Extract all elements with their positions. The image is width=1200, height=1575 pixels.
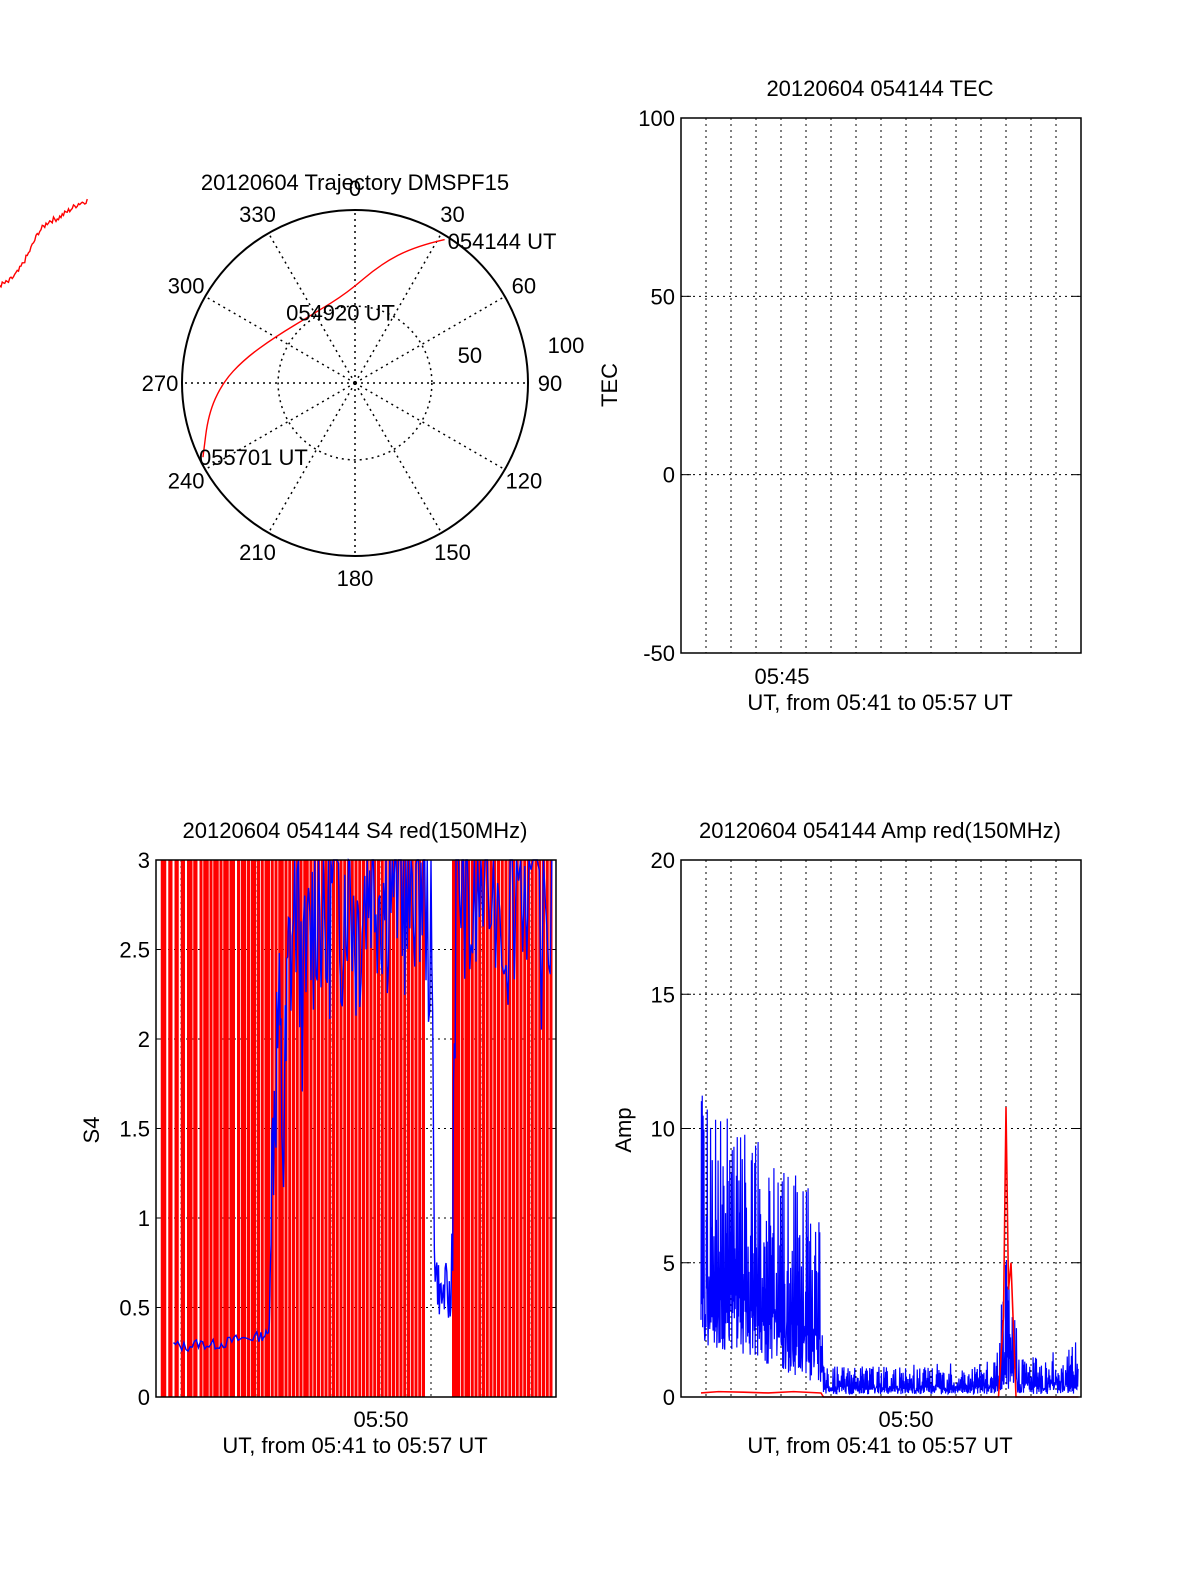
s4-plot-area: 3 2.5 2 1.5 1 0.5 0 [119, 848, 557, 1410]
y-tick-label: 15 [651, 982, 675, 1007]
trajectory-line [202, 238, 445, 458]
polar-spoke [354, 232, 443, 384]
amp-ylabel: Amp [611, 1107, 636, 1152]
amp-plot-area: 20 15 10 5 0 [651, 848, 1082, 1410]
polar-labels: 054144 UT 054920 UT 055701 UT [199, 229, 557, 470]
azimuth-tick-label: 60 [512, 274, 536, 299]
polar-spoke [267, 232, 356, 384]
polar-spoke [267, 382, 356, 534]
amp-xlabel: UT, from 05:41 to 05:57 UT [747, 1433, 1012, 1458]
azimuth-tick-label: 120 [506, 469, 543, 494]
tec-xlabel: UT, from 05:41 to 05:57 UT [747, 690, 1012, 715]
y-tick-label: 2.5 [119, 938, 150, 963]
polar-grid: 0 30 60 90 120 150 180 210 240 270 300 330 50 100 [142, 176, 585, 591]
trajectory-title: 20120604 Trajectory DMSPF15 [201, 170, 509, 195]
y-tick-label: 50 [651, 284, 675, 309]
azimuth-tick-label: 270 [142, 371, 179, 396]
trajectory-time-label: 054144 UT [448, 229, 557, 254]
azimuth-tick-label: 150 [434, 540, 471, 565]
azimuth-tick-label: 300 [168, 274, 205, 299]
tec-plot: 20120604 054144 TEC TEC 05:45 UT, from 0… [0, 76, 1082, 715]
azimuth-tick-label: 180 [337, 566, 374, 591]
y-tick-label: -50 [643, 641, 675, 666]
amp-blue-series [700, 1095, 1079, 1396]
trajectory-polar-plot: 20120604 Trajectory DMSPF15 0 30 60 90 120 15… [142, 170, 585, 591]
y-tick-label: 100 [638, 106, 675, 131]
y-tick-label: 20 [651, 848, 675, 873]
azimuth-tick-label: 240 [168, 469, 205, 494]
s4-xtick-label: 05:50 [353, 1407, 408, 1432]
radial-tick-label: 100 [548, 333, 585, 358]
azimuth-tick-label: 30 [440, 202, 464, 227]
polar-spoke [354, 295, 506, 384]
y-tick-label: 5 [663, 1251, 675, 1276]
azimuth-tick-label: 330 [239, 202, 276, 227]
y-tick-label: 0 [663, 1385, 675, 1410]
s4-plot-frame [155, 859, 557, 1398]
y-tick-label: 10 [651, 1117, 675, 1142]
amp-plot: 20120604 054144 Amp red(150MHz) Amp 05:5… [611, 818, 1082, 1458]
polar-spoke [354, 382, 506, 471]
trajectory-time-label: 055701 UT [199, 445, 308, 470]
tec-series-line [0, 198, 88, 289]
radial-tick-label: 50 [458, 343, 482, 368]
polar-spoke [204, 382, 356, 471]
polar-spoke [204, 295, 356, 384]
azimuth-tick-label: 0 [349, 176, 361, 201]
tec-plot-frame [680, 117, 1082, 654]
azimuth-tick-label: 210 [239, 540, 276, 565]
azimuth-tick-label: 90 [538, 371, 562, 396]
y-tick-label: 1 [138, 1206, 150, 1231]
tec-ylabel: TEC [597, 363, 622, 407]
amp-plot-frame [680, 859, 1082, 1398]
s4-plot: 20120604 054144 S4 red(150MHz) S4 05:50 … [79, 818, 557, 1458]
y-tick-label: 2 [138, 1027, 150, 1052]
y-tick-label: 0.5 [119, 1296, 150, 1321]
y-tick-label: 0 [138, 1385, 150, 1410]
polar-elevation-ring [277, 305, 433, 461]
y-tick-label: 0 [663, 463, 675, 488]
polar-spoke [354, 382, 443, 534]
amp-title: 20120604 054144 Amp red(150MHz) [699, 818, 1061, 843]
s4-title: 20120604 054144 S4 red(150MHz) [183, 818, 528, 843]
amp-xtick-label: 05:50 [878, 1407, 933, 1432]
s4-xlabel: UT, from 05:41 to 05:57 UT [222, 1433, 487, 1458]
trajectory-track [202, 238, 445, 458]
trajectory-time-label: 054920 UT [286, 300, 395, 325]
tec-plot-area: 100 50 0 -50 [0, 106, 1082, 666]
y-tick-label: 3 [138, 848, 150, 873]
tec-title: 20120604 054144 TEC [766, 76, 993, 101]
tec-xtick-label: 05:45 [754, 664, 809, 689]
y-tick-label: 1.5 [119, 1117, 150, 1142]
polar-horizon-circle [181, 209, 529, 557]
s4-ylabel: S4 [79, 1117, 104, 1144]
